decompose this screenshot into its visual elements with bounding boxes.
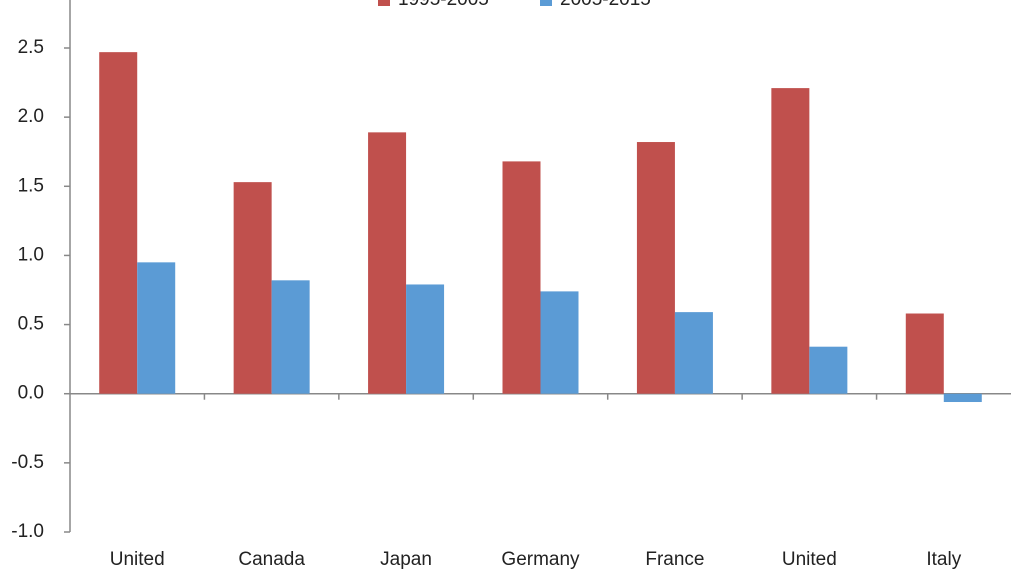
legend-swatch (540, 0, 552, 6)
bar (636, 142, 675, 394)
legend-swatch (378, 0, 390, 6)
y-tick-label: -1.0 (11, 521, 44, 542)
bar (368, 132, 407, 394)
y-tick-label: -0.5 (11, 452, 44, 473)
bar (137, 262, 176, 394)
bar (905, 313, 944, 394)
x-tick-label: Italy (926, 549, 961, 570)
bar (271, 280, 310, 394)
y-tick-label: 0.5 (18, 314, 44, 335)
bar (540, 291, 579, 394)
bar (233, 182, 272, 394)
x-tick-label: Germany (501, 549, 580, 570)
x-tick-label: United (110, 549, 165, 570)
x-tick-label: France (645, 549, 704, 570)
x-tick-label: Canada (238, 549, 305, 570)
bar (99, 52, 138, 394)
bar (674, 312, 713, 394)
legend-label: 1995-2005 (398, 0, 489, 10)
bar (502, 161, 541, 394)
bar (809, 346, 848, 394)
y-tick-label: 2.0 (18, 106, 44, 127)
x-tick-label: Japan (380, 549, 432, 570)
y-tick-label: 0.0 (18, 383, 44, 404)
x-tick-label: United (782, 549, 837, 570)
y-tick-label: 1.0 (18, 244, 44, 265)
legend-label: 2005-2015 (560, 0, 651, 10)
bar (771, 88, 810, 394)
y-tick-label: 1.5 (18, 175, 44, 196)
y-tick-label: 2.5 (18, 37, 44, 58)
bar (406, 284, 445, 394)
bar (943, 393, 982, 403)
